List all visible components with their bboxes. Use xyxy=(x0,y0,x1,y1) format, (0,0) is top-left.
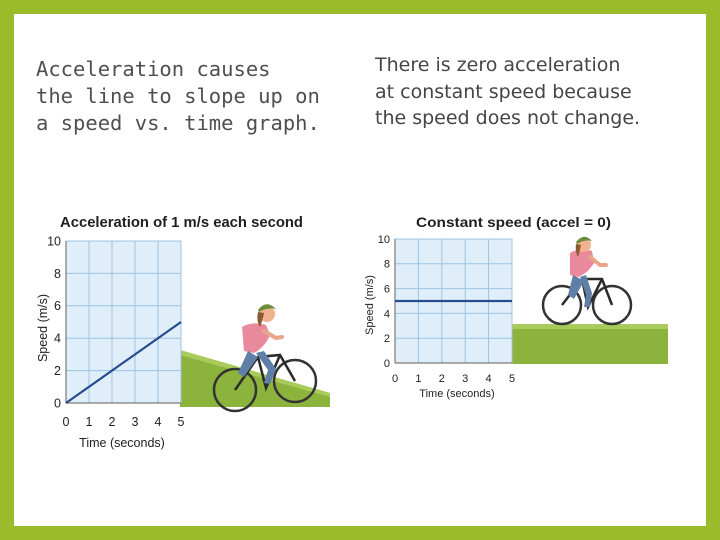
y-tick-label: 6 xyxy=(54,299,61,313)
chart-title: Acceleration of 1 m/s each second xyxy=(60,214,303,231)
y-tick-label: 0 xyxy=(384,358,390,370)
plot-area: 0 1 2 3 4 5 0 2 4 6 8 10 xyxy=(378,234,515,385)
ground-flat xyxy=(512,324,668,364)
cyclist-illustration xyxy=(541,236,633,326)
y-tick-label: 6 xyxy=(384,283,390,295)
y-tick-label: 4 xyxy=(384,308,390,320)
y-tick-label: 0 xyxy=(54,396,61,410)
x-tick-label: 5 xyxy=(178,415,185,429)
left-caption: Acceleration causes the line to slope up… xyxy=(36,57,320,135)
x-axis-label: Time (seconds) xyxy=(419,388,494,400)
y-tick-label: 10 xyxy=(47,234,61,248)
data-line xyxy=(65,321,182,404)
y-tick-label: 2 xyxy=(54,364,61,378)
y-axis-label: Speed (m/s) xyxy=(36,294,50,362)
x-tick-label: 4 xyxy=(155,415,162,429)
constant-speed-figure: Constant speed (accel = 0) 0 1 2 3 4 5 0 2 4 6 8 10… xyxy=(364,214,668,400)
y-tick-label: 4 xyxy=(54,332,61,346)
x-tick-label: 0 xyxy=(63,415,70,429)
x-tick-label: 1 xyxy=(86,415,93,429)
x-tick-label: 2 xyxy=(439,373,445,385)
acceleration-figure: Acceleration of 1 m/s each second 0 1 2 3 4 5… xyxy=(36,214,330,450)
y-tick-label: 8 xyxy=(384,259,390,271)
y-axis-label: Speed (m/s) xyxy=(364,275,376,335)
plot-area: 0 1 2 3 4 5 0 2 4 6 8 10 xyxy=(47,234,184,429)
y-tick-label: 10 xyxy=(378,234,390,246)
x-tick-label: 1 xyxy=(415,373,421,385)
x-tick-label: 0 xyxy=(392,373,398,385)
x-tick-label: 3 xyxy=(132,415,139,429)
x-tick-label: 3 xyxy=(462,373,468,385)
ground-slope xyxy=(180,350,330,407)
y-tick-label: 8 xyxy=(54,267,61,281)
x-tick-label: 5 xyxy=(509,373,515,385)
plot-background xyxy=(65,240,182,404)
right-caption: There is zero acceleration at constant s… xyxy=(375,54,641,129)
x-tick-label: 4 xyxy=(486,373,492,385)
cyclist-illustration xyxy=(212,304,318,413)
y-tick-label: 2 xyxy=(384,333,390,345)
chart-title: Constant speed (accel = 0) xyxy=(416,214,611,230)
x-axis-label: Time (seconds) xyxy=(79,436,165,450)
x-tick-label: 2 xyxy=(109,415,116,429)
